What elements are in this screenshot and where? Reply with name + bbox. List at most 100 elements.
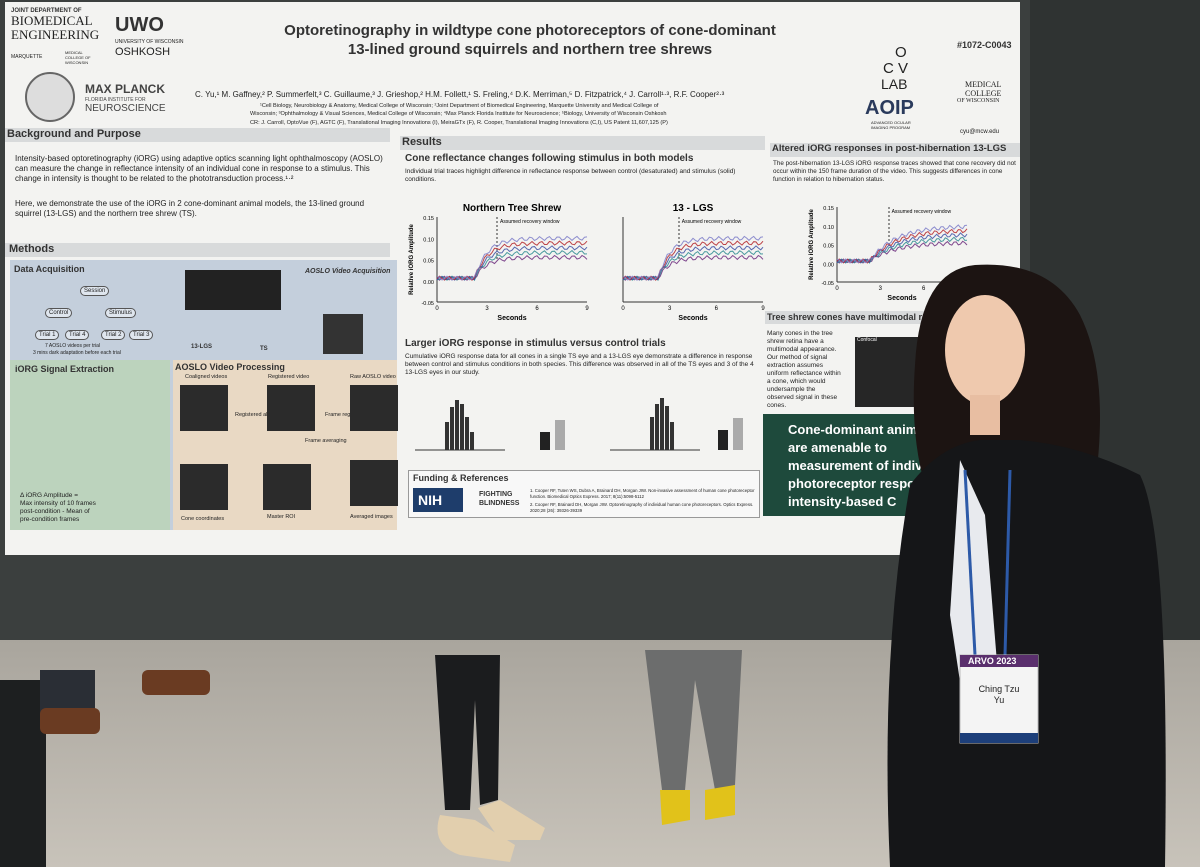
conclusion-line: Cone-dominant anima xyxy=(788,422,925,437)
poster-title: 13-lined ground squirrels and northern t… xyxy=(347,41,713,58)
affiliation: Wisconsin; ³Ophthalmology & Visual Scien… xyxy=(250,111,667,117)
x-tick-label: 3 xyxy=(668,306,672,312)
plots: Northern Tree Shrew Assumed recovery wind… xyxy=(409,203,969,322)
section-heading: Methods xyxy=(9,243,55,255)
y-tick-label: 0.15 xyxy=(823,206,834,212)
x-label: Seconds xyxy=(887,295,916,302)
photo-equipment xyxy=(185,270,281,310)
panel-heading: AOSLO Video Processing xyxy=(175,362,285,372)
authors: C. Yu,¹ M. Gaffney,² P. Summerfelt,³ C. … xyxy=(195,90,725,99)
step-label: Coaligned videos xyxy=(185,374,228,380)
trace xyxy=(622,245,764,281)
paragraph-line: observed signal in these xyxy=(767,394,838,401)
trace xyxy=(436,245,588,281)
video-thumb xyxy=(350,385,398,431)
panel-heading: iORG Signal Extraction xyxy=(15,364,115,374)
panel-heading: AOSLO Video Acquisition xyxy=(305,268,391,275)
histograms xyxy=(415,398,743,451)
logo-text: MAX PLANCK xyxy=(85,82,165,96)
section-heading: Background and Purpose xyxy=(7,128,141,140)
trash-bin xyxy=(0,680,46,867)
section-bar xyxy=(5,243,390,257)
nih-logo xyxy=(413,488,463,512)
trace xyxy=(836,232,968,264)
logo-text: UWO xyxy=(115,14,164,36)
x-tick-label: 0 xyxy=(621,306,625,312)
y-label: Relative iORG Amplitude xyxy=(409,223,415,294)
y-tick-label: 0.00 xyxy=(823,262,834,268)
trace xyxy=(622,240,764,281)
paragraph: The post-hibernation 13-LGS iORG respons… xyxy=(773,160,1016,183)
x-tick-label: 0 xyxy=(435,306,439,312)
y-tick-label: -0.05 xyxy=(821,281,834,287)
y-label: Relative iORG Amplitude xyxy=(809,208,815,279)
step-label: Master ROI xyxy=(267,514,296,520)
logo-text: FIGHTING xyxy=(479,491,513,498)
background-people xyxy=(40,650,742,862)
plot-title: 13 - LGS xyxy=(673,203,714,214)
x-tick-label: 9 xyxy=(585,306,589,312)
tree-node: Trial 1 xyxy=(35,330,60,340)
reference: 1. Cooper RF, Tuten WS, Dubra A, Brainar… xyxy=(530,488,755,499)
bullet: Here, we demonstrate the use of the iORG… xyxy=(15,199,365,218)
trace xyxy=(622,235,764,281)
affiliation: ¹Cell Biology, Neurobiology & Anatomy, M… xyxy=(260,103,659,109)
step-label: Registered video xyxy=(268,374,310,380)
badge-name: Ching Tzu xyxy=(978,684,1020,694)
paragraph: Cumulative iORG response data for all co… xyxy=(405,353,754,376)
paragraph-line: undersample the xyxy=(767,386,816,393)
badge-name: Yu xyxy=(993,695,1005,705)
x-tick-label: 6 xyxy=(715,306,719,312)
paragraph: Individual trial traces highlight differ… xyxy=(405,168,736,183)
trace xyxy=(836,224,968,264)
logo-text: IMAGING PROGRAM xyxy=(871,125,911,130)
paragraph-line: extraction assumes xyxy=(767,362,823,369)
logo-text: FLORIDA INSTITUTE FOR xyxy=(85,97,146,103)
trace xyxy=(622,249,764,282)
amplitude-line: pre-condition frames xyxy=(20,516,80,523)
tree-node: Trial 3 xyxy=(129,330,154,340)
logo-text: AOIP xyxy=(865,97,914,119)
x-tick-label: 3 xyxy=(485,306,489,312)
logo-text: MEDICAL xyxy=(965,80,1002,89)
logo-text: OSHKOSH xyxy=(115,46,171,58)
trace xyxy=(836,236,968,264)
y-tick-label: 0.15 xyxy=(423,216,434,222)
logo-text: UNIVERSITY OF WISCONSIN xyxy=(115,39,184,45)
logo-text: C V xyxy=(883,60,909,77)
sub-heading: Funding & References xyxy=(413,473,509,483)
bullet: Intensity-based optoretinography (iORG) … xyxy=(15,154,383,183)
step-label: Cone coordinates xyxy=(181,516,225,522)
tree-node: Stimulus xyxy=(105,308,137,318)
note: 3 mins dark adaptation before each trial xyxy=(33,350,121,356)
conclusion-line: intensity-based C xyxy=(788,494,897,509)
max-planck-seal xyxy=(25,72,75,122)
paragraph-line: cones. xyxy=(767,402,787,409)
panel-heading: Data Acquisition xyxy=(14,264,85,274)
presenter xyxy=(887,264,1166,867)
logo-text: NIH xyxy=(418,492,443,508)
x-tick-label: 0 xyxy=(835,286,839,292)
logo-text: BIOMEDICAL xyxy=(11,13,93,28)
video-thumb xyxy=(180,385,228,431)
annotation: Assumed recovery window xyxy=(500,219,560,225)
logo-text: LAB xyxy=(881,76,908,92)
image-label: Confocal xyxy=(857,337,877,343)
paragraph-line: Our method of signal xyxy=(767,354,828,361)
trace xyxy=(436,249,588,282)
tree-node: Session xyxy=(80,286,110,296)
video-thumb xyxy=(267,385,315,431)
logo-text: MEDICAL COLLEGE OF WISCONSIN xyxy=(65,50,91,65)
section-heading: Results xyxy=(402,136,442,148)
logo-text: ENGINEERING xyxy=(11,27,100,42)
amplitude-line: Δ iORG Amplitude = xyxy=(20,492,78,499)
logo-text: OF WISCONSIN xyxy=(957,98,1000,104)
logo-text: COLLEGE xyxy=(965,89,1002,98)
step-label: Raw AOSLO video xyxy=(350,374,396,380)
amplitude-line: post-condition - Mean of xyxy=(20,508,90,515)
paragraph-line: shrew retina have a xyxy=(767,338,824,345)
contact: cyu@mcw.edu xyxy=(960,129,1000,135)
y-tick-label: 0.10 xyxy=(423,237,434,243)
x-tick-label: 6 xyxy=(535,306,539,312)
